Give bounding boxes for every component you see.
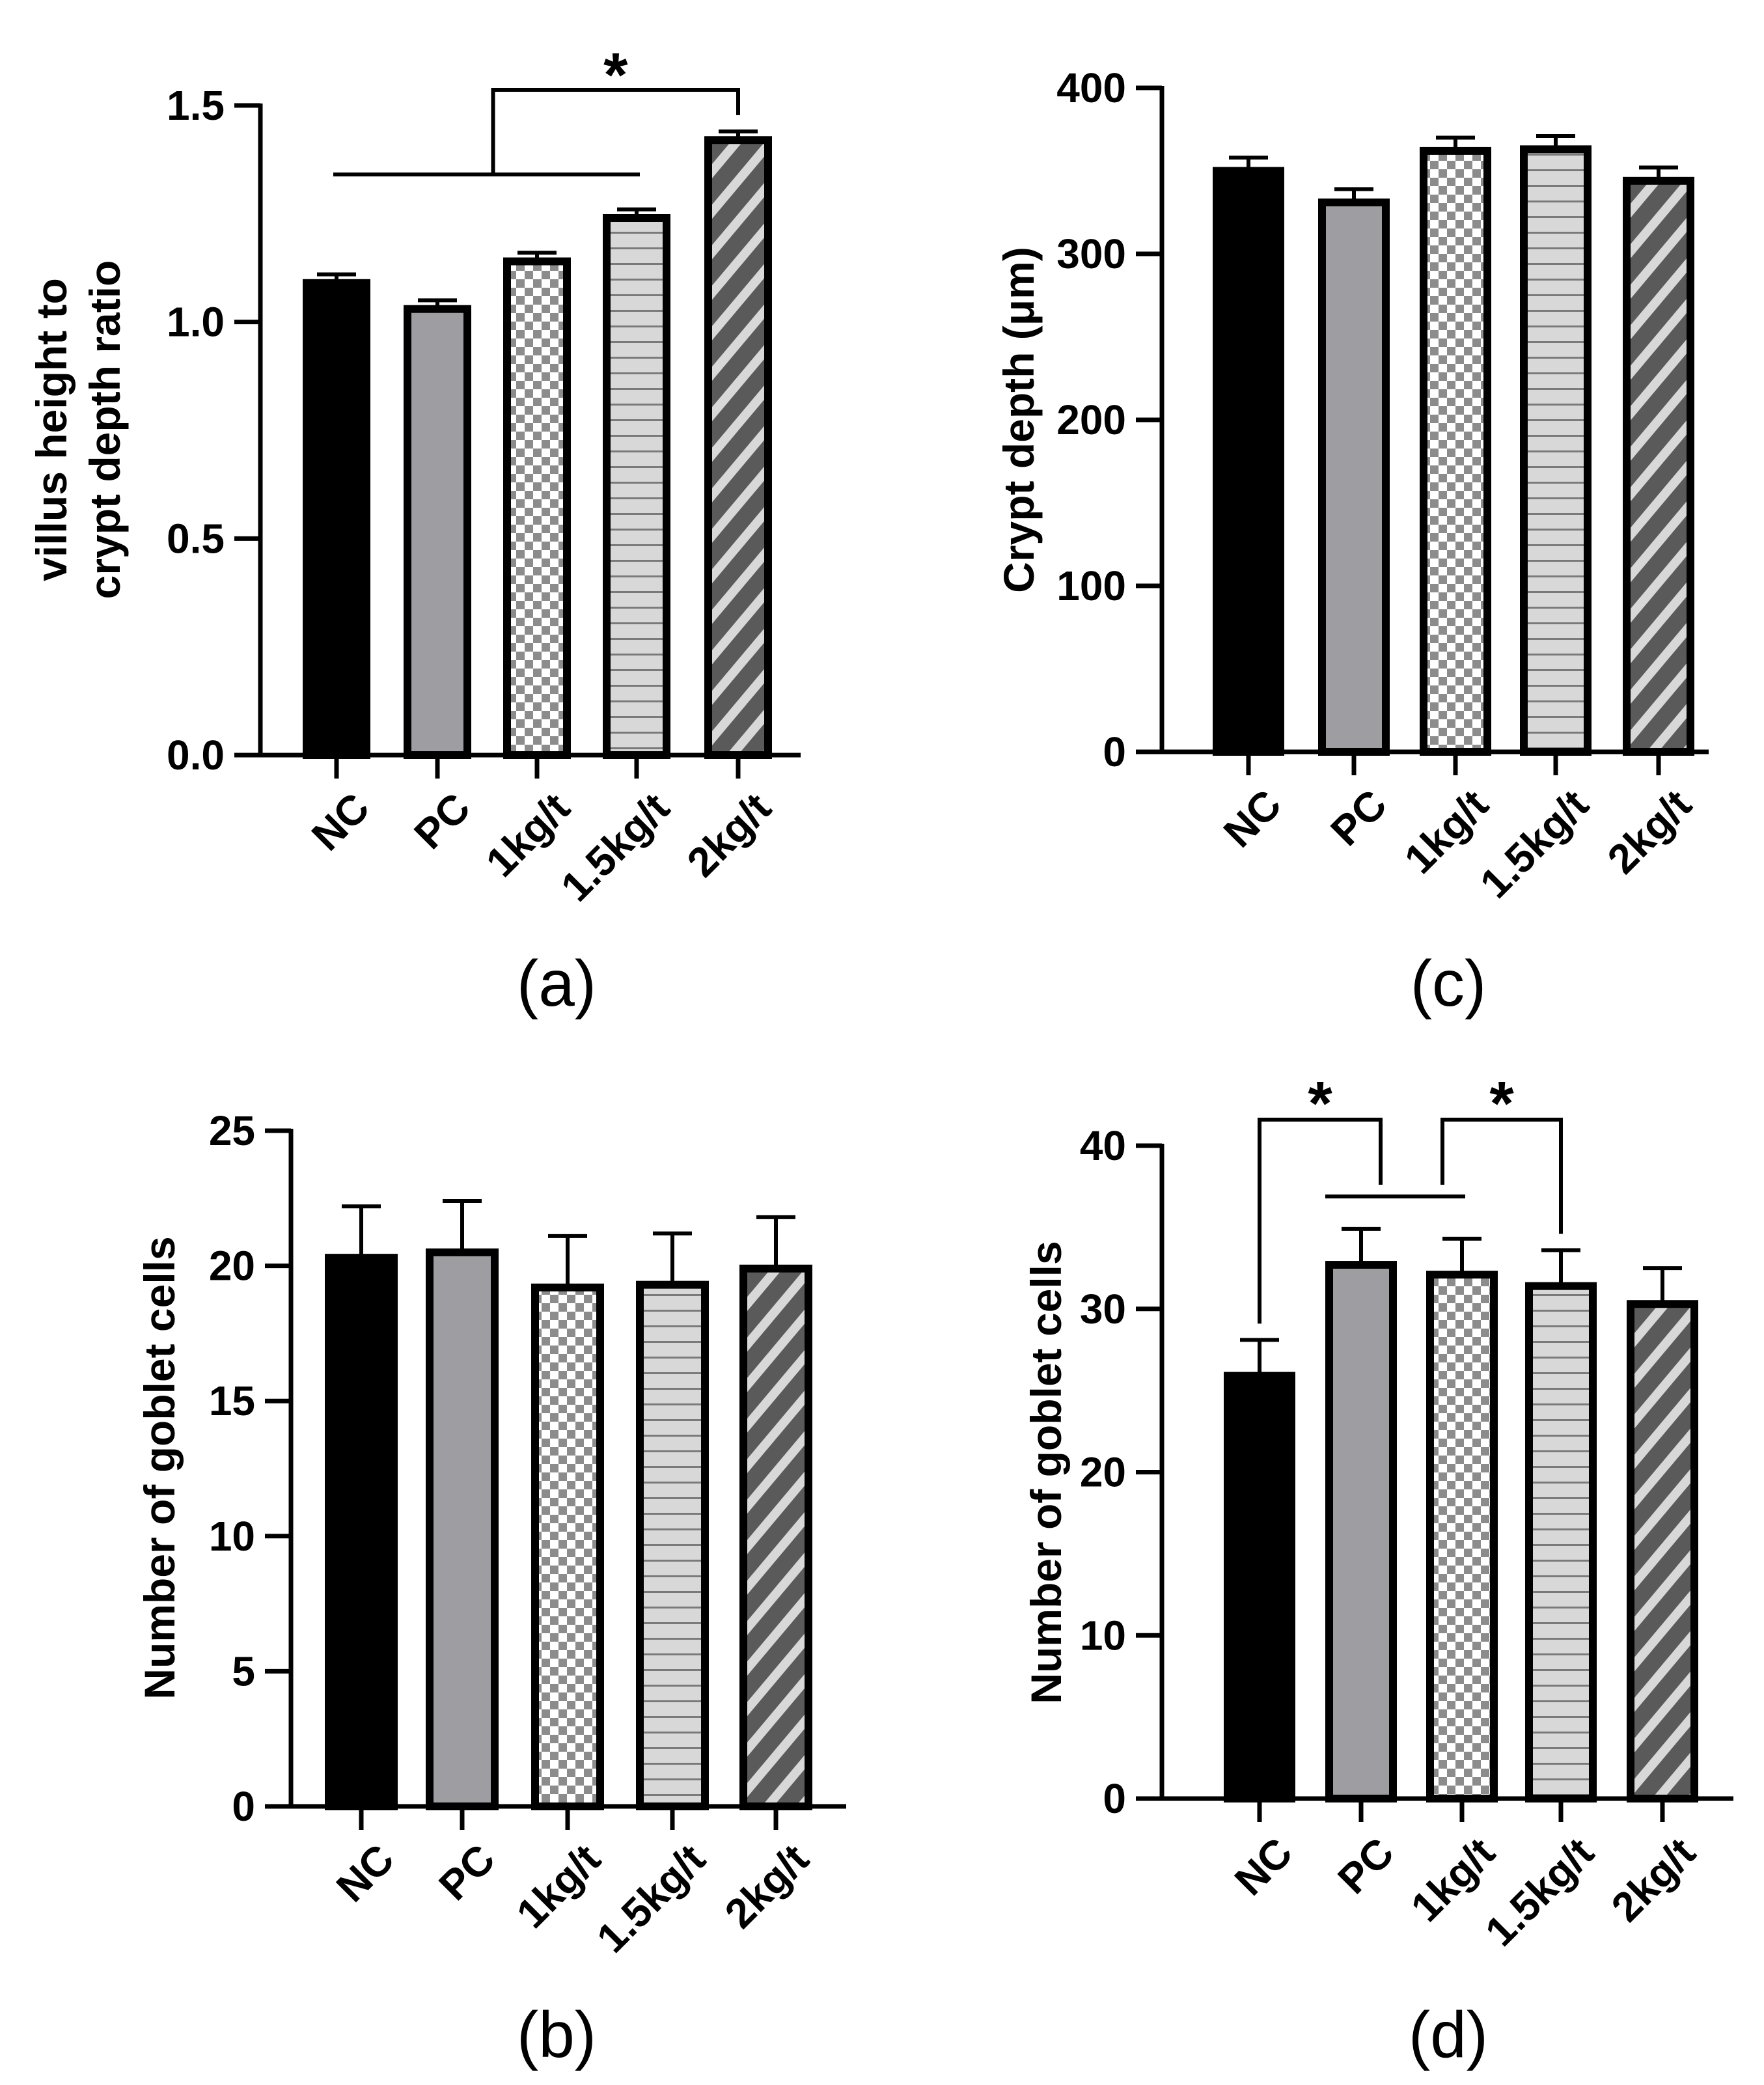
y-tick-label: 10 <box>1080 1612 1126 1659</box>
significance-star: * <box>1308 1069 1332 1139</box>
y-axis-title: Crypt depth (μm) <box>995 247 1043 593</box>
y-tick-label: 0 <box>1103 728 1126 775</box>
x-tick-label: 2kg/t <box>678 784 780 886</box>
bar-1kg-t <box>503 257 571 759</box>
x-tick-label: NC <box>327 1835 403 1911</box>
y-tick-label: 1.5 <box>167 82 225 129</box>
y-tick-label: 300 <box>1056 230 1126 277</box>
significance-star: * <box>1489 1069 1514 1139</box>
x-tick-label: 2kg/t <box>1603 1829 1705 1931</box>
x-tick-label: NC <box>1226 1829 1301 1904</box>
bar-nc <box>1224 1372 1295 1803</box>
x-tick-label: 1.5kg/t <box>1471 780 1597 907</box>
y-axis-title: crypt depth ratio <box>81 260 129 600</box>
y-axis-title: Number of goblet cells <box>135 1236 184 1699</box>
x-tick-label: 1.5kg/t <box>1476 1829 1603 1955</box>
y-tick-label: 40 <box>1080 1122 1126 1169</box>
y-tick-label: 0.5 <box>167 515 225 562</box>
x-tick-label: 2kg/t <box>716 1835 818 1937</box>
bar-pc <box>1318 198 1390 756</box>
panel-label-d: (d) <box>1409 1998 1488 2071</box>
x-tick-label: PC <box>1321 780 1396 855</box>
y-tick-label: 0.0 <box>167 732 225 779</box>
y-tick-label: 30 <box>1080 1286 1126 1332</box>
bar-2kg-t <box>704 136 772 759</box>
significance-bracket <box>1258 1118 1383 1324</box>
panel-label-b: (b) <box>517 1998 596 2071</box>
y-tick-label: 0 <box>1103 1775 1126 1822</box>
y-tick-label: 15 <box>209 1377 255 1424</box>
bar-pc <box>426 1248 499 1810</box>
bar-1kg-t <box>1420 146 1491 756</box>
x-tick-label: NC <box>1215 780 1290 856</box>
bar-1-5kg-t <box>1525 1282 1597 1802</box>
y-tick-label: 20 <box>209 1243 255 1290</box>
bar-2kg-t <box>1627 1300 1698 1803</box>
y-tick-label: 200 <box>1056 396 1126 443</box>
bar-1-5kg-t <box>1520 145 1592 756</box>
y-axis-title: Number of goblet cells <box>1022 1241 1070 1704</box>
y-tick-label: 1.0 <box>167 299 225 346</box>
panel-label-c: (c) <box>1411 947 1487 1020</box>
y-tick-label: 100 <box>1056 562 1126 609</box>
bar-2kg-t <box>1623 176 1694 756</box>
y-tick-label: 5 <box>232 1648 255 1694</box>
significance-bracket <box>491 88 740 174</box>
significance-star: * <box>603 40 628 110</box>
y-tick-label: 20 <box>1080 1449 1126 1496</box>
bar-pc <box>404 305 471 759</box>
x-tick-label: 1.5kg/t <box>552 784 678 910</box>
bar-nc <box>325 1254 398 1811</box>
y-tick-label: 400 <box>1056 64 1126 111</box>
x-tick-label: PC <box>405 784 479 858</box>
x-tick-label: NC <box>303 784 378 859</box>
x-tick-label: 2kg/t <box>1599 780 1701 883</box>
panel-label-a: (a) <box>517 947 596 1020</box>
bar-1-5kg-t <box>603 214 670 759</box>
y-tick-label: 25 <box>209 1107 255 1154</box>
x-tick-label: 1.5kg/t <box>588 1835 714 1961</box>
y-axis-title: villus height to <box>27 278 76 581</box>
y-tick-label: 0 <box>232 1783 255 1830</box>
bar-pc <box>1325 1261 1397 1802</box>
significance-bracket <box>1440 1118 1563 1234</box>
bar-nc <box>303 279 370 759</box>
bar-1-5kg-t <box>636 1280 709 1810</box>
bar-1kg-t <box>531 1283 604 1811</box>
y-tick-label: 10 <box>209 1513 255 1560</box>
bar-nc <box>1213 167 1284 756</box>
x-tick-label: PC <box>1329 1829 1403 1903</box>
bar-1kg-t <box>1426 1271 1498 1802</box>
bar-2kg-t <box>739 1264 812 1810</box>
x-tick-label: PC <box>430 1835 504 1909</box>
